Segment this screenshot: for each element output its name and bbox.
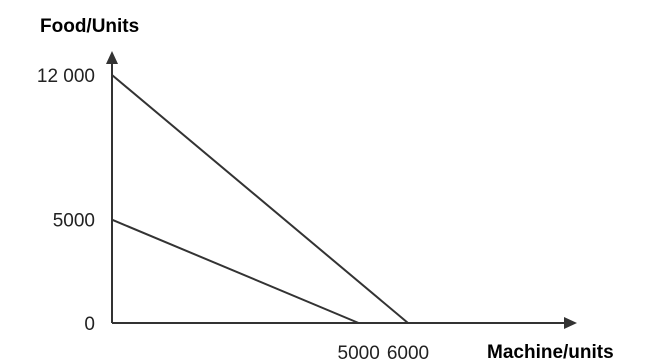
ppf-line-2	[111, 218, 359, 324]
x-axis-arrowhead	[564, 317, 577, 329]
y-tick-label: 12 000	[37, 66, 95, 87]
x-tick-label: 5000	[338, 343, 380, 363]
ppf-line-1	[111, 74, 409, 324]
y-axis-title: Food/Units	[40, 16, 139, 37]
y-tick-labels: 0 5000 12 000	[37, 66, 95, 335]
y-tick-label: 5000	[53, 211, 95, 232]
ppf-lines	[111, 74, 409, 324]
y-tick-label: 0	[84, 314, 95, 335]
x-tick-labels: 5000 6000	[338, 343, 430, 363]
x-axis-title: Machine/units	[487, 342, 614, 363]
y-axis-arrowhead	[106, 51, 118, 64]
x-tick-label: 6000	[387, 343, 429, 363]
